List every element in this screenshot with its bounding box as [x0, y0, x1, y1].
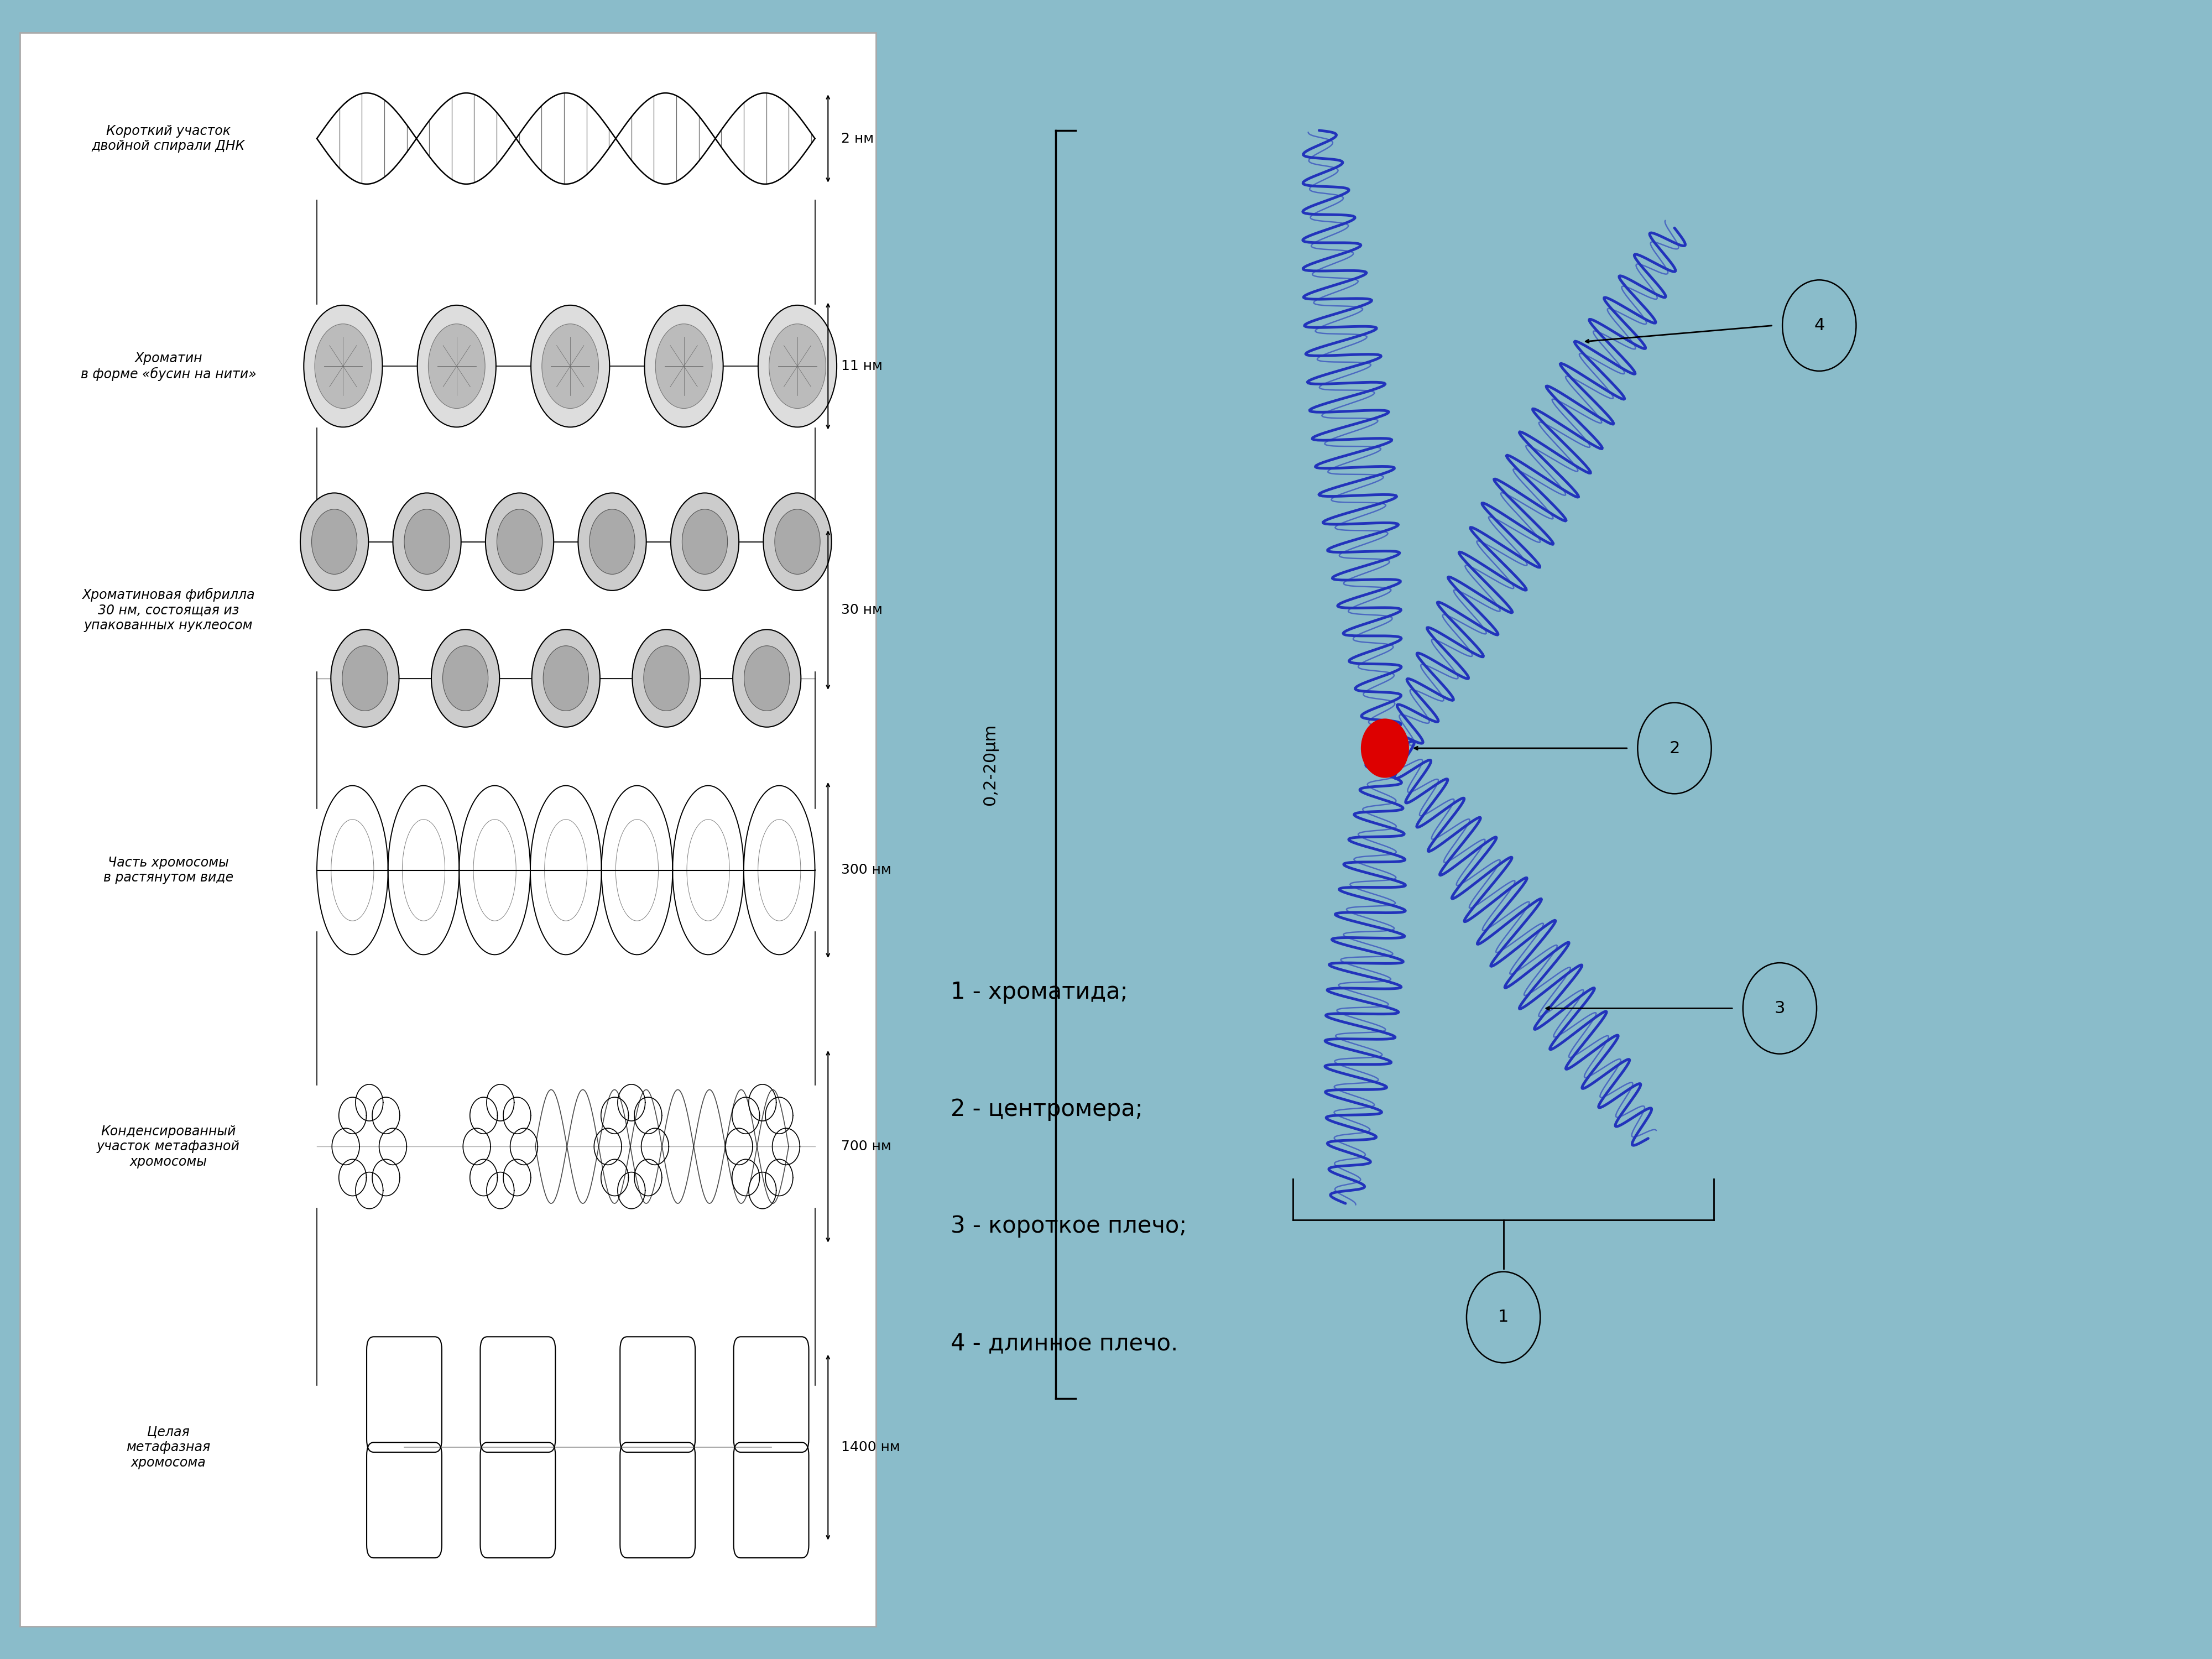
Circle shape	[1360, 718, 1409, 778]
Ellipse shape	[542, 324, 599, 408]
Ellipse shape	[531, 305, 611, 426]
Ellipse shape	[332, 629, 398, 727]
Ellipse shape	[484, 493, 553, 591]
Ellipse shape	[301, 493, 369, 591]
Text: 30 нм: 30 нм	[841, 604, 883, 617]
Text: Хроматиновая фибрилла
30 нм, состоящая из
упакованных нуклеосом: Хроматиновая фибрилла 30 нм, состоящая и…	[82, 587, 254, 632]
Ellipse shape	[759, 305, 836, 426]
Ellipse shape	[405, 509, 449, 574]
Text: Конденсированный
участок метафазной
хромосомы: Конденсированный участок метафазной хром…	[97, 1125, 239, 1168]
Text: Короткий участок
двойной спирали ДНК: Короткий участок двойной спирали ДНК	[91, 124, 246, 153]
Ellipse shape	[644, 645, 690, 710]
Ellipse shape	[442, 645, 489, 710]
Text: 0,2-20μm: 0,2-20μm	[982, 723, 998, 805]
Ellipse shape	[343, 645, 387, 710]
Text: 300 нм: 300 нм	[841, 863, 891, 876]
Ellipse shape	[763, 493, 832, 591]
Text: 1: 1	[1498, 1309, 1509, 1326]
Ellipse shape	[633, 629, 701, 727]
Ellipse shape	[531, 629, 599, 727]
Text: Хроматин
в форме «бусин на нити»: Хроматин в форме «бусин на нити»	[80, 352, 257, 382]
Text: 2: 2	[1670, 740, 1679, 757]
Ellipse shape	[429, 324, 484, 408]
Text: 11 нм: 11 нм	[841, 360, 883, 373]
Ellipse shape	[303, 305, 383, 426]
Circle shape	[1783, 280, 1856, 372]
Text: 1400 нм: 1400 нм	[841, 1440, 900, 1453]
Ellipse shape	[644, 305, 723, 426]
Ellipse shape	[681, 509, 728, 574]
Text: 3: 3	[1774, 1000, 1785, 1017]
Ellipse shape	[743, 645, 790, 710]
Ellipse shape	[418, 305, 495, 426]
Text: 700 нм: 700 нм	[841, 1140, 891, 1153]
Ellipse shape	[770, 324, 825, 408]
Ellipse shape	[670, 493, 739, 591]
Text: 2 нм: 2 нм	[841, 133, 874, 146]
Ellipse shape	[431, 629, 500, 727]
Text: 4 - длинное плечо.: 4 - длинное плечо.	[951, 1332, 1179, 1355]
Text: 3 - короткое плечо;: 3 - короткое плечо;	[951, 1214, 1188, 1238]
Text: 1 - хроматида;: 1 - хроматида;	[951, 980, 1128, 1004]
FancyBboxPatch shape	[20, 33, 876, 1626]
Circle shape	[1743, 962, 1816, 1053]
Text: 4: 4	[1814, 317, 1825, 333]
Text: Целая
метафазная
хромосома: Целая метафазная хромосома	[126, 1425, 210, 1470]
Ellipse shape	[314, 324, 372, 408]
Ellipse shape	[577, 493, 646, 591]
Ellipse shape	[312, 509, 356, 574]
Circle shape	[1467, 1272, 1540, 1362]
Ellipse shape	[774, 509, 821, 574]
Ellipse shape	[544, 645, 588, 710]
Ellipse shape	[655, 324, 712, 408]
Ellipse shape	[394, 493, 460, 591]
Ellipse shape	[732, 629, 801, 727]
Ellipse shape	[588, 509, 635, 574]
Text: 2 - центромера;: 2 - центромера;	[951, 1098, 1144, 1121]
Circle shape	[1637, 703, 1712, 793]
Ellipse shape	[498, 509, 542, 574]
Text: Часть хромосомы
в растянутом виде: Часть хромосомы в растянутом виде	[104, 856, 232, 884]
